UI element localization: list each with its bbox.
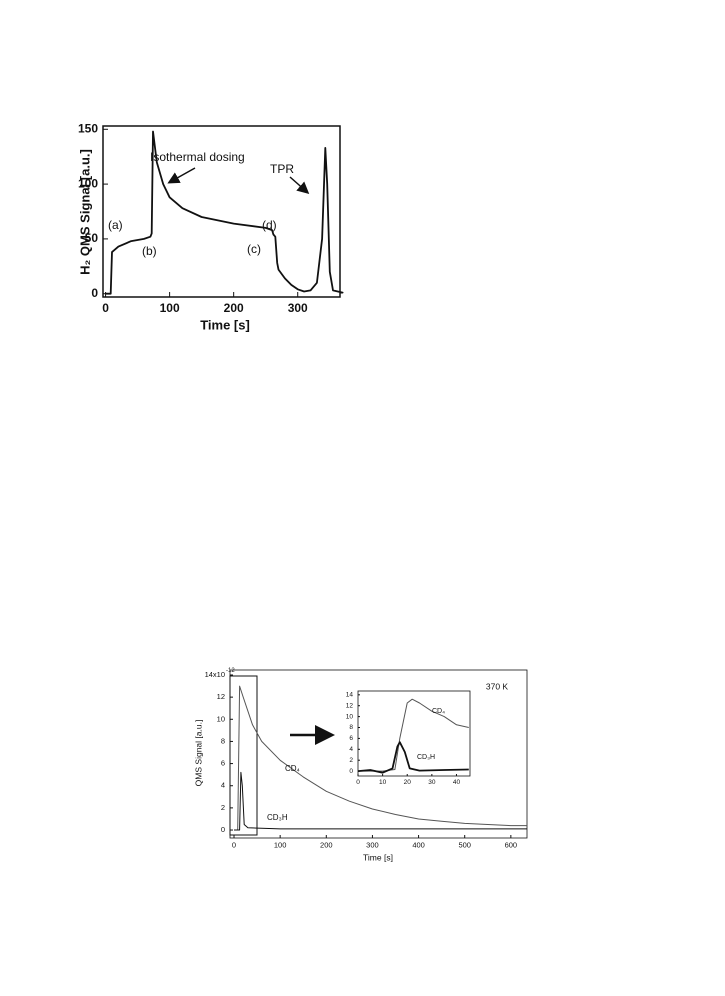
series-label: CD₃H <box>417 754 435 761</box>
arrow <box>289 176 310 194</box>
x-tick-label: 0 <box>232 840 236 849</box>
y-tick-label: 14x10 <box>205 670 225 679</box>
y-tick-label: 0 <box>91 286 98 300</box>
x-tick-label: 300 <box>366 840 379 849</box>
x-tick-label: 300 <box>288 301 308 315</box>
y-tick-label: 2 <box>221 803 225 812</box>
x-tick-label: 40 <box>453 779 461 786</box>
x-tick-label: 100 <box>160 301 180 315</box>
x-axis-label: Time [s] <box>200 317 250 332</box>
series-label: CD₄ <box>432 708 445 715</box>
plot-frame <box>357 690 471 777</box>
annotation: 370 K <box>486 681 509 691</box>
y-tick-label: 10 <box>217 714 225 723</box>
x-tick-label: 200 <box>224 301 244 315</box>
y-tick-label: 0 <box>221 825 225 834</box>
x-tick-label: 10 <box>379 779 387 786</box>
y-tick-label: 6 <box>221 759 225 768</box>
data-line <box>105 130 344 295</box>
y-tick-label: 50 <box>85 231 99 245</box>
data-line <box>234 685 527 831</box>
x-tick-label: 0 <box>356 779 360 786</box>
series-label: CD₃H <box>267 813 288 822</box>
series-label: CD₄ <box>285 764 300 773</box>
x-tick-label: 100 <box>274 840 287 849</box>
x-tick-label: 20 <box>404 779 412 786</box>
x-tick-label: 400 <box>412 840 425 849</box>
x-tick-label: 500 <box>458 840 471 849</box>
plot-frame <box>229 669 528 839</box>
annotation: Isothermal dosing <box>150 150 245 164</box>
annotation: (a) <box>108 218 123 232</box>
y-tick-label: 8 <box>221 736 225 745</box>
x-axis-label: Time [s] <box>363 852 393 862</box>
y-tick-label: 2 <box>349 757 353 764</box>
y-tick-label: 10 <box>346 713 354 720</box>
y-tick-label: 4 <box>349 746 353 753</box>
x-tick-label: 200 <box>320 840 333 849</box>
y-exponent: -12 <box>226 668 235 674</box>
y-tick-label: 4 <box>221 781 225 790</box>
y-tick-label: 6 <box>349 735 353 742</box>
y-axis-label: H₂ QMS Signal [a.u.] <box>77 149 92 275</box>
y-axis-label: QMS Signal [a.u.] <box>193 720 203 787</box>
x-tick-label: 30 <box>428 779 436 786</box>
arrow <box>167 167 196 184</box>
y-tick-label: 8 <box>349 724 353 731</box>
y-tick-label: 0 <box>349 768 353 775</box>
y-tick-label: 150 <box>78 121 98 135</box>
data-line <box>234 771 527 831</box>
y-tick-label: 12 <box>217 692 225 701</box>
x-tick-label: 0 <box>102 301 109 315</box>
annotation: TPR <box>270 162 294 176</box>
y-tick-label: 100 <box>78 176 98 190</box>
x-tick-label: 600 <box>505 840 518 849</box>
y-tick-label: 14 <box>346 692 354 699</box>
annotation: (b) <box>142 244 157 258</box>
plot-frame <box>102 125 341 298</box>
y-tick-label: 12 <box>346 702 354 709</box>
data-line <box>357 741 469 774</box>
data-line <box>358 698 469 772</box>
annotation: (c) <box>247 242 261 256</box>
